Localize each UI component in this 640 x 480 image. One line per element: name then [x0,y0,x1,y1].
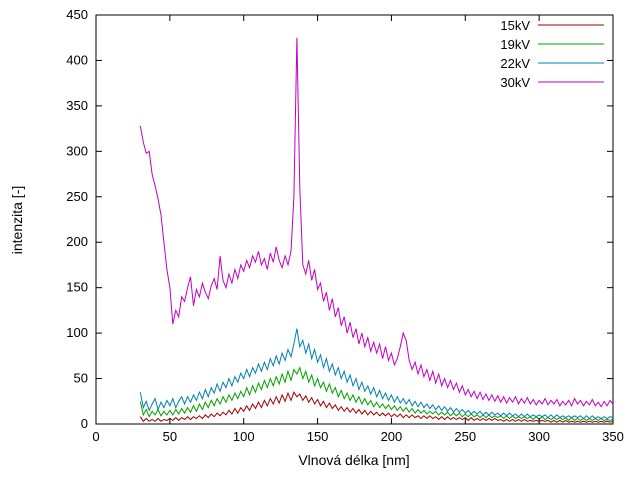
x-axis-label: Vlnová délka [nm] [298,452,409,468]
x-tick-label: 150 [307,429,329,444]
x-tick-label: 100 [233,429,255,444]
x-tick-label: 0 [92,429,99,444]
y-tick-label: 200 [66,234,88,249]
x-tick-label: 350 [602,429,624,444]
series-line-22kV [139,328,614,420]
y-tick-label: 100 [66,325,88,340]
plot-border [95,14,614,425]
legend-label-15kV: 15kV [500,18,530,33]
axis-ticks: 0 50 100 150 200 250 300 350 0 50 100 150 200 250 300 3… [66,7,624,444]
legend: 15kV 19kV 22kV 30kV [500,18,604,90]
y-tick-label: 350 [66,98,88,113]
legend-label-19kV: 19kV [500,37,530,52]
series-lines [139,37,614,423]
series-line-15kV [139,391,614,423]
x-tick-label: 300 [528,429,550,444]
legend-label-30kV: 30kV [500,75,530,90]
legend-label-22kV: 22kV [500,56,530,71]
y-tick-label: 300 [66,143,88,158]
series-line-19kV [139,366,614,422]
x-tick-label: 50 [163,429,177,444]
y-tick-label: 150 [66,280,88,295]
plot-frame [95,14,614,425]
y-tick-label: 250 [66,189,88,204]
series-line-30kV [139,37,614,408]
x-tick-label: 250 [454,429,476,444]
y-tick-label: 0 [81,416,88,431]
x-tick-label: 200 [381,429,403,444]
y-tick-label: 400 [66,52,88,67]
y-axis-label: intenzita [-] [9,186,25,254]
y-tick-label: 50 [74,371,88,386]
y-tick-label: 450 [66,7,88,22]
